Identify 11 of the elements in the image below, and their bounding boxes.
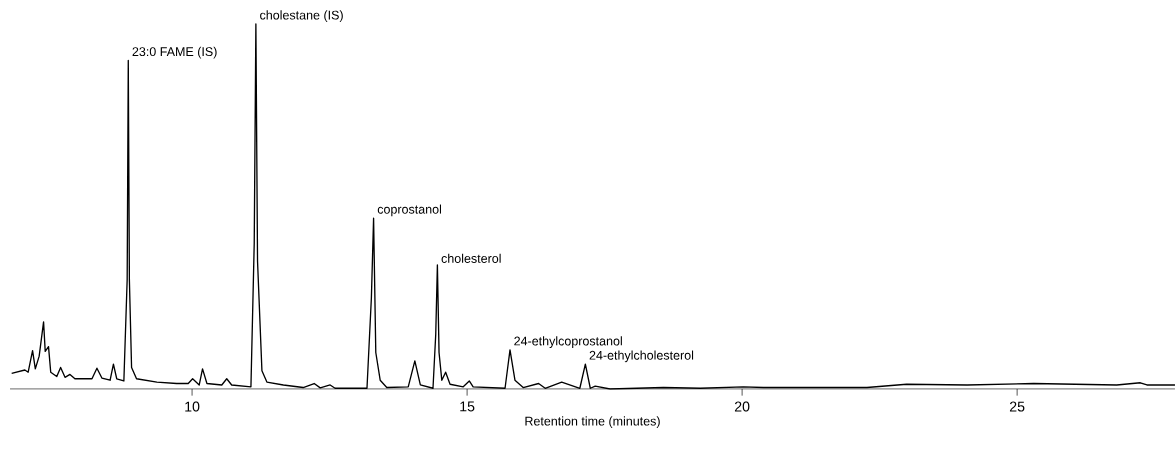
x-tick-label: 25 <box>1009 401 1025 412</box>
x-tick-label: 15 <box>460 401 475 412</box>
annotation: cholesterol <box>441 253 501 263</box>
annotation: coprostanol <box>377 204 442 217</box>
annotation: 24-ethylcholesterol <box>589 350 694 363</box>
annotation: 24-ethylcoprostanol <box>514 336 622 348</box>
x-axis-title: Retention time (minutes) <box>525 416 660 428</box>
annotation: 23:0 FAME (IS) <box>132 46 217 59</box>
annotation: cholestane (IS) <box>260 10 343 22</box>
x-tick-label: 10 <box>185 401 200 412</box>
x-tick-label: 20 <box>734 401 750 412</box>
